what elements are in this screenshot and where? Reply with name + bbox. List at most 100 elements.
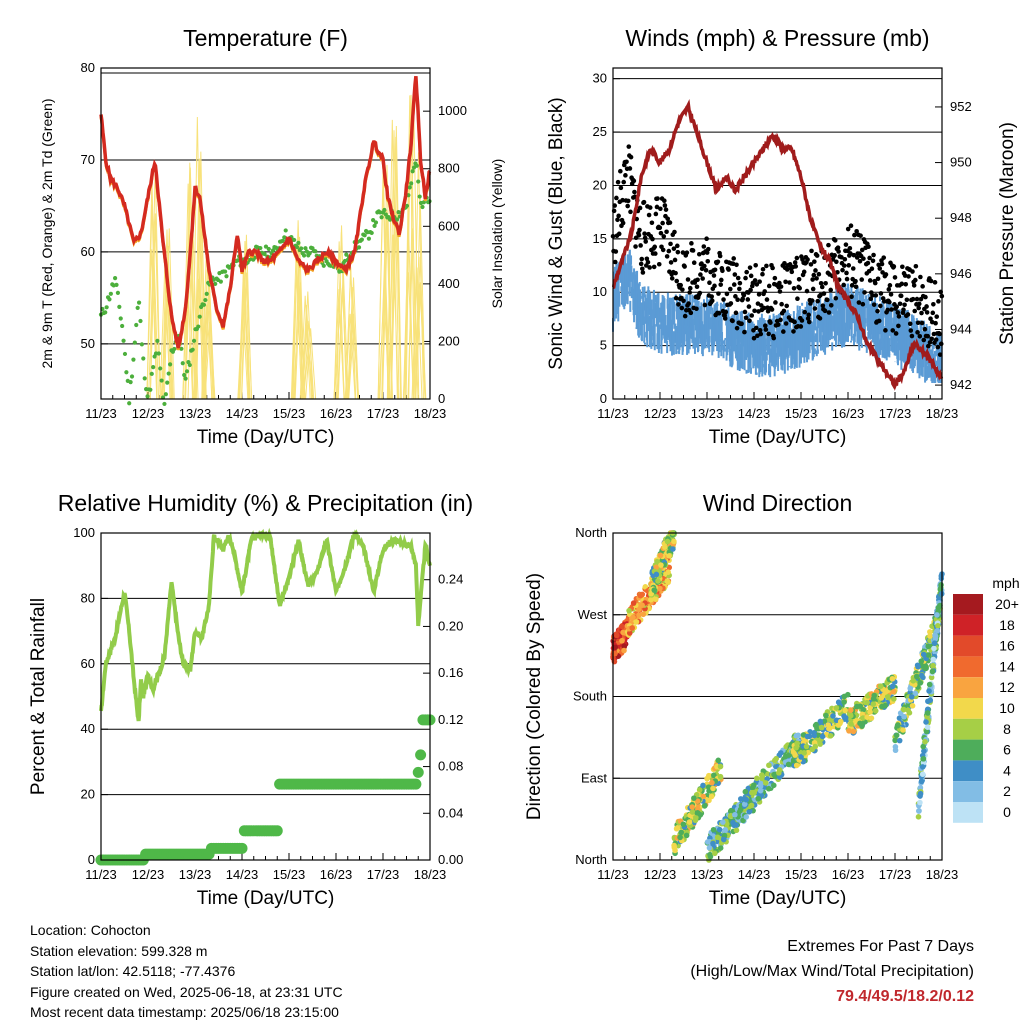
gust-point [751, 335, 757, 341]
gust-point [664, 229, 669, 235]
gust-point [733, 310, 739, 316]
gust-point [664, 254, 670, 259]
x-tick-label: 15/23 [785, 406, 818, 421]
direction-point [751, 789, 758, 796]
dewpoint-point [359, 237, 364, 242]
gust-point [875, 308, 880, 314]
gust-point [771, 335, 777, 341]
gust-point [747, 265, 753, 270]
x-tick-label: 14/23 [738, 867, 771, 882]
gust-series [610, 144, 945, 357]
gust-point [832, 253, 837, 258]
gust-point [911, 283, 917, 288]
gust-point [649, 220, 655, 226]
gust-point [922, 326, 928, 332]
direction-point [700, 793, 707, 800]
direction-point [870, 701, 877, 707]
y2-axis-label: Solar Insolation (Yellow) [489, 159, 505, 309]
direction-point [711, 772, 717, 779]
gust-point [691, 260, 697, 266]
gust-point [793, 264, 799, 269]
gust-point [660, 220, 665, 226]
gust-point [778, 284, 784, 289]
gust-point [778, 317, 783, 323]
gust-point [625, 198, 631, 204]
gust-point [836, 249, 841, 254]
x-tick-label: 17/23 [879, 406, 912, 421]
direction-point [677, 834, 683, 841]
x-tick-label: 13/23 [179, 867, 212, 882]
direction-point [748, 802, 755, 809]
y-tick-label: 10 [593, 284, 607, 299]
gust-point [731, 282, 737, 287]
gust-point [885, 307, 890, 313]
gust-point [651, 264, 657, 270]
gust-point [921, 337, 927, 343]
direction-point [842, 707, 849, 714]
gust-point [870, 258, 876, 264]
gust-point [668, 260, 674, 265]
gust-point [871, 252, 876, 258]
direction-point [938, 582, 944, 588]
dewpoint-point [122, 351, 128, 357]
solar-spike [333, 241, 345, 400]
gust-point [919, 320, 925, 326]
gust-point [716, 310, 722, 316]
direction-point [671, 842, 677, 849]
y-axis-label: Percent & Total Rainfall [28, 598, 49, 795]
gust-point [645, 259, 651, 265]
gust-point [930, 310, 936, 316]
gust-point [849, 294, 854, 300]
y2-tick-label: 0.24 [438, 572, 463, 587]
legend-swatch [953, 760, 983, 782]
gust-point [795, 296, 800, 302]
gust-point [859, 247, 865, 253]
x-axis-label: Time (Day/UTC) [197, 888, 335, 909]
gust-point [809, 248, 814, 254]
gust-point [770, 265, 775, 271]
gust-point [627, 166, 633, 171]
x-tick-label: 11/23 [597, 867, 629, 882]
dewpoint-point [166, 371, 171, 376]
created-text: Figure created on Wed, 2025-06-18, at 23… [30, 983, 343, 1000]
gust-point [616, 231, 622, 237]
gust-point [841, 282, 846, 288]
x-tick-label: 13/23 [691, 406, 724, 421]
dewpoint-point [127, 401, 132, 406]
rh-line [99, 527, 432, 722]
x-tick-label: 12/23 [644, 406, 677, 421]
gust-point [908, 328, 914, 333]
gust-point [812, 306, 818, 311]
dewpoint-point [184, 369, 190, 374]
dewpoint-point [235, 258, 240, 263]
gust-point [616, 213, 621, 219]
x-tick-label: 16/23 [832, 867, 865, 882]
direction-point [626, 607, 632, 614]
gust-point [833, 295, 839, 301]
gust-point [935, 344, 941, 350]
gust-point [910, 269, 915, 274]
x-tick-label: 11/23 [85, 406, 117, 421]
gust-point [901, 307, 906, 313]
gust-point [662, 198, 667, 204]
y-tick-label: West [578, 607, 608, 622]
gust-point [925, 343, 931, 349]
direction-point [920, 651, 927, 658]
direction-point [922, 663, 929, 670]
dewpoint-point [296, 240, 301, 245]
gust-point [701, 244, 707, 249]
dewpoint-point [270, 248, 276, 253]
legend-label: 12 [999, 679, 1015, 695]
gust-point [697, 290, 703, 296]
direction-point [915, 663, 921, 670]
direction-point [835, 699, 842, 706]
direction-point [884, 693, 891, 700]
direction-point [776, 774, 783, 780]
gust-point [711, 273, 717, 278]
gust-point [641, 199, 647, 205]
direction-point [906, 710, 913, 716]
gust-point [737, 280, 743, 286]
legend-swatch [953, 635, 983, 657]
gust-point [806, 319, 812, 325]
direction-point [778, 750, 784, 756]
